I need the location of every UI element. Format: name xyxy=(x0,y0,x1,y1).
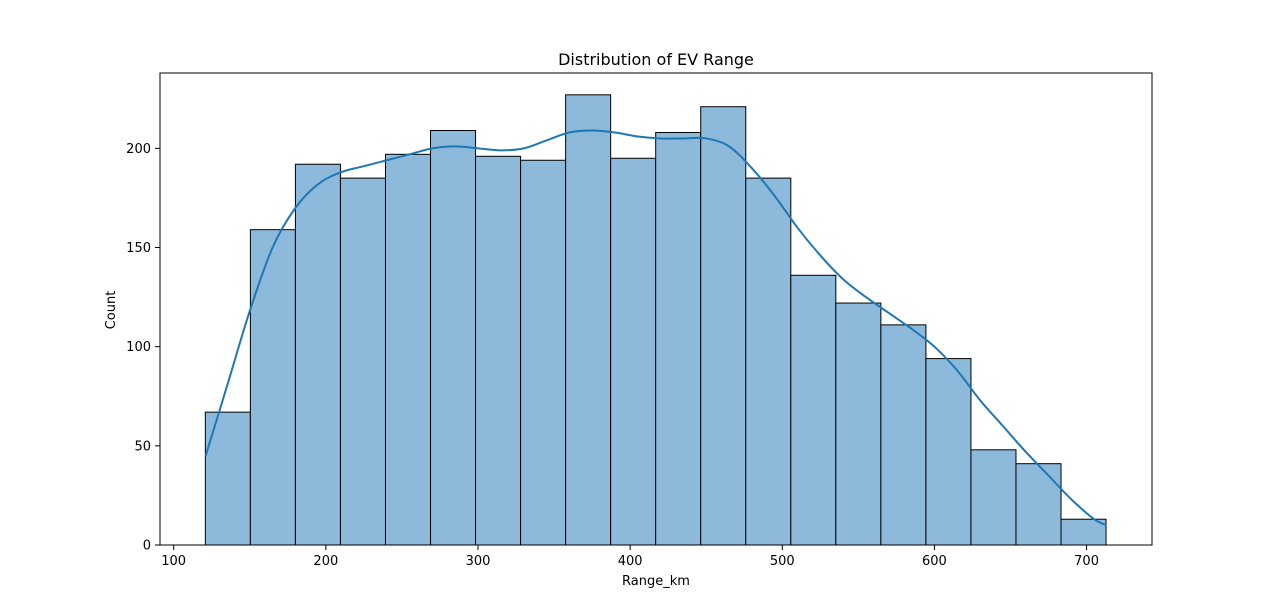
x-tick-label: 300 xyxy=(466,554,491,569)
x-tick-label: 500 xyxy=(770,554,795,569)
histogram-bar xyxy=(520,159,567,546)
x-tick-label: 100 xyxy=(161,554,186,569)
histogram-bar xyxy=(384,153,432,546)
histogram-bar xyxy=(1015,463,1062,546)
y-axis-ticks: 0 50 100 150 200 xyxy=(126,142,160,554)
x-tick-label: 200 xyxy=(313,554,338,569)
histogram-bar xyxy=(655,131,702,546)
x-axis-ticks: 100 200 300 400 500 600 700 xyxy=(161,545,1099,569)
histogram-bar xyxy=(610,157,657,546)
histogram-bar xyxy=(339,177,386,546)
x-tick-label: 400 xyxy=(618,554,643,569)
histogram-bar xyxy=(835,302,882,546)
y-tick-label: 150 xyxy=(126,241,151,256)
histogram-bar xyxy=(700,106,747,546)
histogram-bar xyxy=(925,358,972,546)
y-tick-label: 0 xyxy=(143,539,151,554)
histogram-bar xyxy=(790,274,837,546)
histogram-bar xyxy=(475,155,522,546)
kde-curve xyxy=(204,129,1107,527)
y-tick-label: 50 xyxy=(134,439,151,454)
histogram-bar xyxy=(970,449,1017,546)
histogram-bar xyxy=(745,177,792,546)
histogram-bar xyxy=(565,94,612,546)
histogram-bar xyxy=(880,324,927,546)
x-tick-label: 700 xyxy=(1074,554,1099,569)
y-tick-label: 100 xyxy=(126,340,151,355)
histogram-bar xyxy=(430,130,477,546)
y-tick-label: 200 xyxy=(126,142,151,157)
plot-frame xyxy=(159,72,1153,546)
histogram-bar xyxy=(249,229,296,546)
chart-title: Distribution of EV Range xyxy=(558,50,754,69)
bars-layer xyxy=(204,94,1107,546)
x-tick-label: 600 xyxy=(922,554,947,569)
histogram-bar xyxy=(1060,518,1107,546)
histogram-bar xyxy=(294,163,341,546)
x-axis-title: Range_km xyxy=(622,574,690,589)
y-axis-title: Count xyxy=(104,291,119,330)
